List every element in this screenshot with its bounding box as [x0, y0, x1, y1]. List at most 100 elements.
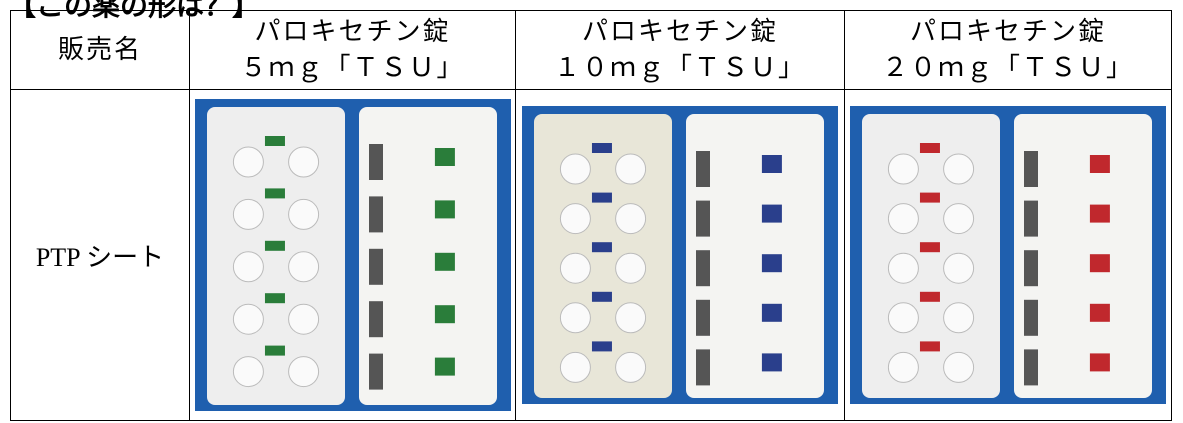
barcode [368, 353, 383, 390]
tablet [943, 351, 975, 383]
tablet [887, 252, 919, 284]
tablet [232, 146, 264, 178]
print-label [919, 291, 940, 302]
print-label [434, 200, 455, 219]
tablet [615, 252, 647, 284]
barcode [696, 200, 710, 237]
print-label [761, 155, 782, 173]
print-label [264, 345, 285, 356]
cell-line: ２０ｍｇ「ＴＳＵ」 [881, 53, 1134, 83]
cell-line: 販売名 [57, 35, 142, 65]
ptp-photo [850, 106, 1166, 404]
print-label [434, 252, 455, 271]
barcode [1024, 349, 1038, 386]
barcode [368, 301, 383, 338]
tablet [287, 251, 319, 283]
cell-line: パロキセチン錠 [254, 17, 451, 47]
print-label [1089, 204, 1110, 223]
print-label [761, 254, 782, 273]
print-label [761, 353, 782, 372]
image-row: PTP シート [10, 89, 1172, 421]
blister-sheet [862, 114, 1000, 398]
blister-sheet [686, 114, 824, 398]
blister-sheet [1014, 114, 1152, 398]
tablet [615, 351, 647, 383]
print-label [264, 240, 285, 251]
tablet [232, 303, 264, 335]
print-label [264, 188, 285, 199]
print-label [919, 192, 940, 203]
header-row: 販売名 パロキセチン錠 ５ｍｇ「ＴＳＵ」 パロキセチン錠 １０ｍｇ「ＴＳＵ」 パロキ… [10, 10, 1172, 90]
print-label [264, 293, 285, 304]
tablet [615, 203, 647, 235]
tablet [943, 153, 975, 185]
blister-sheet [206, 107, 345, 405]
print-label [919, 143, 940, 153]
print-label [919, 242, 940, 253]
print-label [264, 136, 285, 146]
cell-line: ５ｍｇ「ＴＳＵ」 [240, 53, 465, 83]
tablet [287, 198, 319, 230]
barcode [696, 250, 710, 287]
tablet [287, 146, 319, 178]
row-label: PTP シート [10, 89, 190, 421]
cell-line: パロキセチン錠 [909, 17, 1106, 47]
ptp-photo [194, 99, 511, 411]
barcode [368, 196, 383, 233]
print-label [591, 143, 612, 153]
tablet [232, 198, 264, 230]
print-label [1089, 353, 1110, 372]
print-label [434, 305, 455, 324]
tablet [943, 302, 975, 334]
tablet [559, 203, 591, 235]
header-cell: 販売名 [10, 10, 190, 90]
cell-line: パロキセチン錠 [581, 17, 778, 47]
image-cell [844, 89, 1172, 421]
tablet [615, 302, 647, 334]
print-label [1089, 303, 1110, 322]
print-label [761, 303, 782, 322]
image-cell [189, 89, 516, 421]
blister-sheet [534, 114, 672, 398]
tablet [943, 203, 975, 235]
print-label [761, 204, 782, 223]
tablet [887, 302, 919, 334]
print-label [591, 242, 612, 253]
print-label [591, 192, 612, 203]
header-cell: パロキセチン錠 ２０ｍｇ「ＴＳＵ」 [844, 10, 1172, 90]
barcode [1024, 299, 1038, 336]
print-label [591, 341, 612, 352]
tablet [615, 153, 647, 185]
barcode [1024, 151, 1038, 187]
cell-line: １０ｍｇ「ＴＳＵ」 [553, 53, 806, 83]
header-cell: パロキセチン錠 ５ｍｇ「ＴＳＵ」 [189, 10, 516, 90]
barcode [368, 144, 383, 180]
tablet [232, 356, 264, 388]
barcode [368, 248, 383, 285]
tablet [232, 251, 264, 283]
print-label [434, 148, 455, 166]
print-label [591, 291, 612, 302]
barcode [696, 299, 710, 336]
barcode [696, 349, 710, 386]
tablet [559, 351, 591, 383]
tablet [287, 356, 319, 388]
print-label [919, 341, 940, 352]
product-table: 販売名 パロキセチン錠 ５ｍｇ「ＴＳＵ」 パロキセチン錠 １０ｍｇ「ＴＳＵ」 パロキ… [10, 10, 1172, 421]
tablet [559, 252, 591, 284]
tablet [559, 153, 591, 185]
header-cell: パロキセチン錠 １０ｍｇ「ＴＳＵ」 [515, 10, 845, 90]
blister-sheet [358, 107, 497, 405]
ptp-photo [522, 106, 838, 404]
tablet [887, 351, 919, 383]
tablet [887, 203, 919, 235]
row-label-text: PTP シート [35, 242, 165, 272]
print-label [1089, 155, 1110, 173]
print-label [434, 357, 455, 376]
barcode [1024, 200, 1038, 237]
tablet [559, 302, 591, 334]
barcode [696, 151, 710, 187]
image-cell [515, 89, 845, 421]
barcode [1024, 250, 1038, 287]
